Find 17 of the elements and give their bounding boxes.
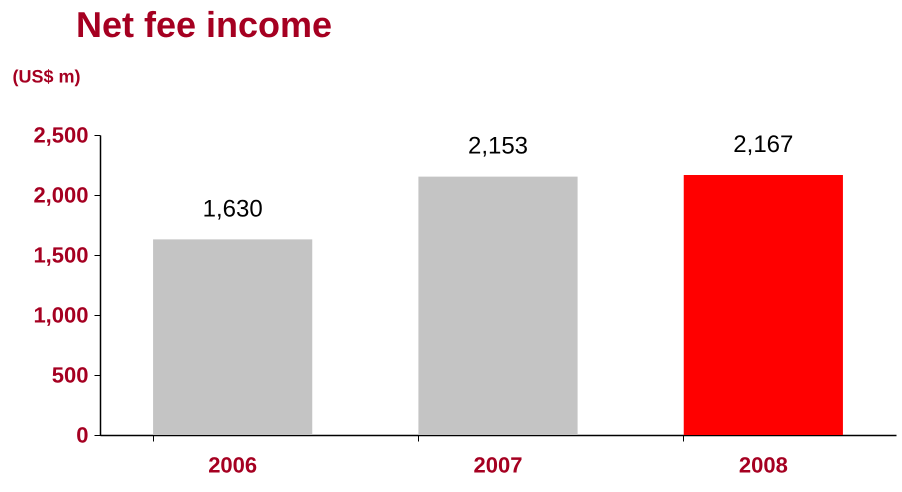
bar xyxy=(418,176,578,435)
y-tick-label: 500 xyxy=(52,362,88,388)
data-label: 2,153 xyxy=(468,132,528,160)
data-label: 1,630 xyxy=(202,195,263,222)
chart-title: Net fee income xyxy=(76,4,332,46)
y-tick-label: 1,000 xyxy=(33,302,88,328)
y-tick-label: 2,000 xyxy=(33,182,88,208)
x-tick-label: 2007 xyxy=(474,452,522,478)
y-tick-label: 2,500 xyxy=(33,122,88,148)
y-axis-title: (US$ m) xyxy=(12,66,81,86)
data-label: 2,167 xyxy=(733,130,794,158)
x-tick-label: 2008 xyxy=(738,452,788,478)
bar xyxy=(153,239,312,435)
y-tick-label: 1,500 xyxy=(33,242,88,268)
x-tick-label: 2006 xyxy=(208,452,258,478)
y-tick-label: 0 xyxy=(76,422,88,448)
bar xyxy=(684,174,843,435)
